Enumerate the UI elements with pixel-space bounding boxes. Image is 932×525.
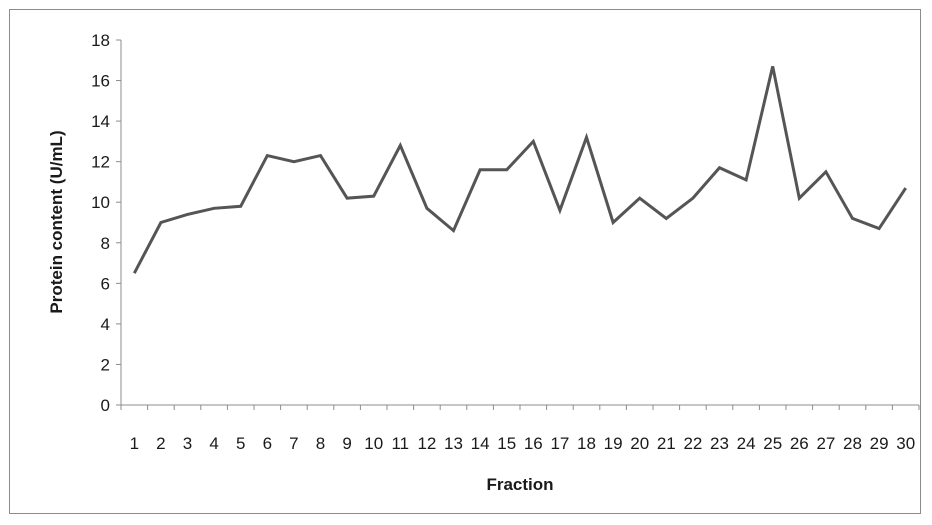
x-tick-label: 8: [316, 434, 325, 453]
x-tick-label: 2: [156, 434, 165, 453]
x-tick-label: 14: [471, 434, 490, 453]
x-tick-label: 5: [236, 434, 245, 453]
x-tick-label: 29: [870, 434, 889, 453]
y-tick-label: 0: [101, 396, 110, 415]
x-tick-label: 12: [417, 434, 436, 453]
x-tick-label: 22: [683, 434, 702, 453]
y-tick-label: 6: [101, 274, 110, 293]
x-tick-label: 3: [183, 434, 192, 453]
x-tick-label: 24: [737, 434, 756, 453]
y-axis-title: Protein content (U/mL): [47, 130, 66, 313]
y-tick-label: 8: [101, 234, 110, 253]
x-tick-label: 17: [550, 434, 569, 453]
y-tick-label: 2: [101, 355, 110, 374]
series-group: [132, 66, 907, 274]
x-tick-label: 9: [342, 434, 351, 453]
y-tick-label: 18: [91, 31, 110, 50]
x-tick-label: 21: [657, 434, 676, 453]
x-tick-label: 26: [790, 434, 809, 453]
y-axis: 0 2 4 6 8 10 12 14 16 18: [91, 31, 122, 415]
x-tick-label: 30: [896, 434, 915, 453]
x-axis: 1 2 3 4 5 6 7 8 9 10 11 12 13 14 15 16 17 18 19 20 21 22 23 24 2…: [120, 404, 920, 453]
x-tick-label: 19: [604, 434, 623, 453]
series-line: [132, 66, 907, 274]
x-tick-label: 6: [263, 434, 272, 453]
y-tick-label: 10: [91, 193, 110, 212]
x-tick-label: 28: [843, 434, 862, 453]
y-tick-label: 4: [101, 315, 110, 334]
x-tick-label: 18: [577, 434, 596, 453]
y-tick-label: 16: [91, 72, 110, 91]
x-tick-label: 4: [209, 434, 218, 453]
x-tick-label: 27: [816, 434, 835, 453]
x-tick-label: 10: [364, 434, 383, 453]
x-tick-label: 20: [630, 434, 649, 453]
x-tick-label: 23: [710, 434, 729, 453]
x-tick-label: 15: [497, 434, 516, 453]
x-tick-label: 13: [444, 434, 463, 453]
x-tick-label: 11: [391, 434, 409, 453]
x-tick-label: 25: [763, 434, 782, 453]
chart-frame: [9, 9, 921, 514]
x-tick-label: 7: [289, 434, 298, 453]
y-tick-label: 14: [91, 112, 110, 131]
y-tick-label: 12: [91, 153, 110, 172]
x-tick-label: 1: [130, 434, 139, 453]
x-axis-title: Fraction: [486, 475, 553, 494]
x-tick-label: 16: [524, 434, 543, 453]
